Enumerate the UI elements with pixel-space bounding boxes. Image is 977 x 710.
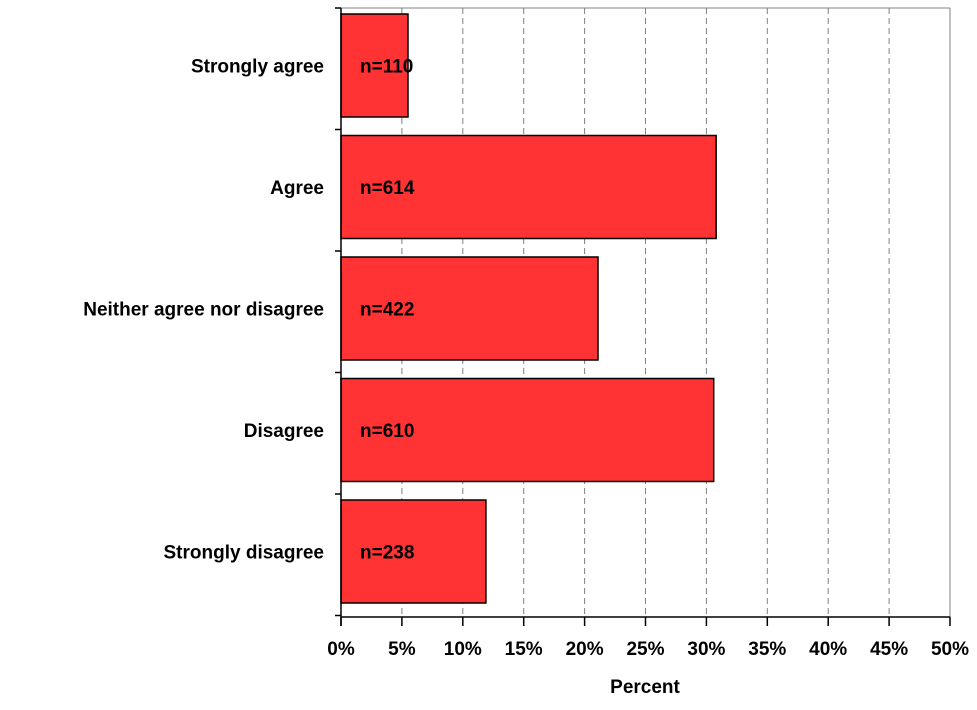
x-tick-label: 10% — [444, 639, 482, 660]
x-tick-label: 20% — [566, 639, 604, 660]
data-label: n=614 — [360, 178, 415, 199]
x-tick-label: 50% — [931, 639, 969, 660]
data-label: n=610 — [360, 421, 414, 442]
bar — [340, 134, 717, 240]
x-tick-label: 30% — [687, 639, 725, 660]
labels: n=110 Strongly agree n=614 Agree n=422 Neithe… — [83, 57, 969, 661]
axes — [335, 7, 951, 626]
data-label: n=238 — [360, 543, 414, 564]
x-tick-label: 15% — [505, 639, 543, 660]
x-tick-label: 5% — [388, 639, 416, 660]
category-label: Disagree — [244, 421, 324, 442]
bar — [340, 256, 599, 361]
data-label: n=422 — [360, 300, 414, 321]
x-tick-label: 0% — [327, 639, 355, 660]
x-tick-label: 25% — [626, 639, 664, 660]
category-label: Strongly agree — [191, 57, 324, 78]
x-tick-label: 45% — [870, 639, 908, 660]
x-tick-label: 35% — [748, 639, 786, 660]
category-label: Agree — [270, 178, 324, 199]
x-tick-label: 40% — [809, 639, 847, 660]
bars — [340, 13, 717, 604]
data-label: n=110 — [360, 57, 413, 78]
category-label: Strongly disagree — [164, 543, 325, 564]
bar — [340, 499, 487, 604]
bar — [340, 377, 715, 483]
category-label: Neither agree nor disagree — [83, 300, 324, 321]
x-axis-title: Percent — [610, 677, 680, 698]
